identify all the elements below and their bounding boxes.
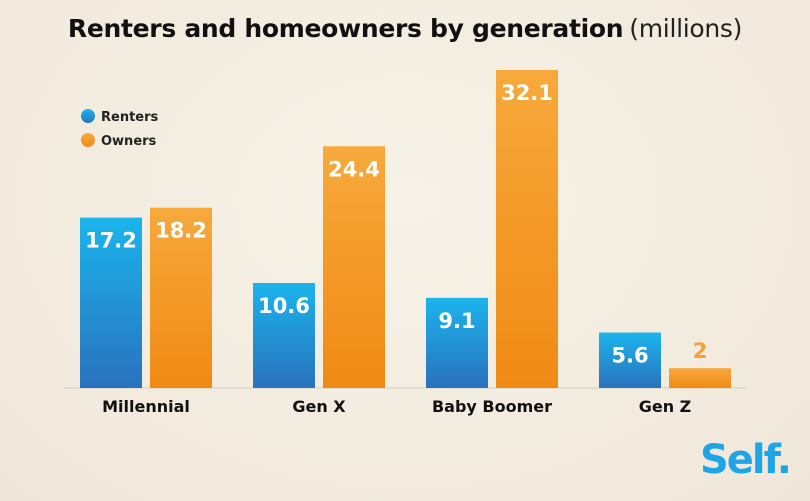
x-tick-label-millennial: Millennial [102, 397, 190, 416]
chart-title: Renters and homeowners by generation (mil… [0, 14, 810, 43]
chart-title-unit: (millions) [629, 14, 743, 43]
legend-marker-owners [81, 133, 95, 147]
legend: Renters Owners [81, 109, 159, 149]
data-label-owners-millennial: 18.2 [155, 219, 207, 243]
bar-owners-baby-boomer [496, 70, 558, 388]
legend-marker-renters [81, 109, 95, 123]
data-label-owners-gen-x: 24.4 [328, 157, 380, 181]
legend-label-renters: Renters [101, 110, 159, 125]
x-tick-label-gen-z: Gen Z [639, 397, 692, 416]
bar-renters-baby-boomer [426, 297, 488, 388]
bar-owners-gen-z [669, 368, 731, 388]
self-logo: Self. [699, 437, 792, 483]
bar-renters-millennial [80, 217, 142, 388]
data-label-renters-millennial: 17.2 [85, 229, 137, 253]
data-label-renters-baby-boomer: 9.1 [438, 309, 475, 333]
data-label-renters-gen-z: 5.6 [611, 344, 648, 368]
x-tick-label-baby-boomer: Baby Boomer [432, 397, 552, 416]
data-label-owners-baby-boomer: 32.1 [501, 81, 553, 105]
bar-renters-gen-x [253, 282, 315, 388]
chart-title-main: Renters and homeowners by generation [67, 14, 624, 43]
bar-renters-gen-z [599, 332, 661, 388]
legend-label-owners: Owners [101, 134, 157, 149]
data-label-renters-gen-x: 10.6 [258, 294, 310, 318]
data-label-owners-gen-z: 2 [693, 339, 708, 363]
x-tick-label-gen-x: Gen X [292, 397, 346, 416]
bar-owners-millennial [150, 207, 212, 388]
bar-owners-gen-x [323, 146, 385, 388]
